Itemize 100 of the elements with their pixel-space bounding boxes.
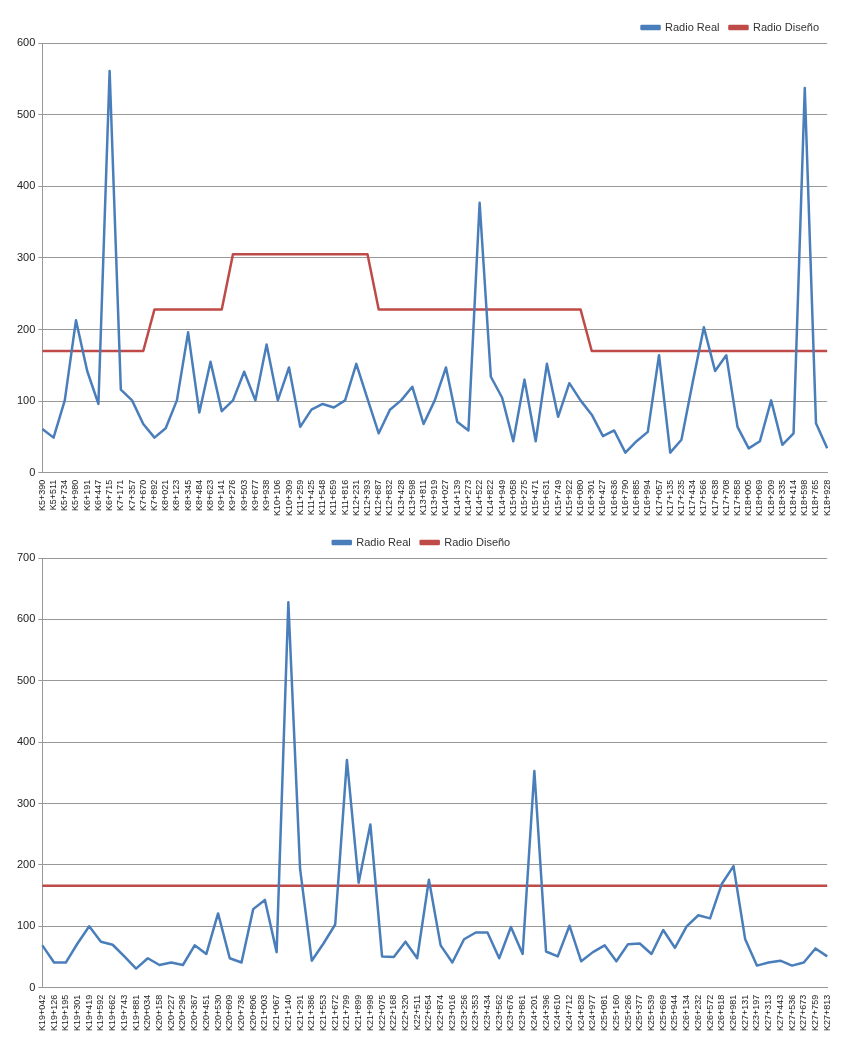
x-tick-label: K13+919 <box>429 479 440 517</box>
x-tick-label: K26+572 <box>704 994 715 1032</box>
x-tick-label: K22+075 <box>376 994 387 1032</box>
x-tick-label: K22+654 <box>423 994 434 1032</box>
x-tick-label: K20+367 <box>189 994 200 1032</box>
y-tick-label: 500 <box>16 107 36 120</box>
x-tick-label: K19+592 <box>95 994 106 1032</box>
x-tick-label: K25+081 <box>599 994 610 1032</box>
x-tick-label: K16+994 <box>642 479 653 517</box>
x-tick-label: K25+944 <box>669 994 680 1032</box>
x-tick-label: K24+610 <box>552 994 563 1032</box>
x-tick-label: K21+553 <box>317 994 328 1032</box>
x-tick-label: K17+858 <box>731 479 742 517</box>
x-tick-label: K25+160 <box>610 994 621 1032</box>
x-tick-label: K10+309 <box>283 479 294 517</box>
x-tick-label: K21+799 <box>341 994 352 1032</box>
x-tick-label: K22+320 <box>399 994 410 1032</box>
y-tick-label: 300 <box>16 250 36 263</box>
x-tick-label: K13+811 <box>418 479 429 516</box>
x-tick-label: K21+067 <box>271 994 282 1032</box>
x-tick-label: K17+057 <box>653 479 664 517</box>
x-tick-label: K23+676 <box>505 994 516 1032</box>
x-tick-label: K20+451 <box>200 994 211 1032</box>
x-tick-label: K22+168 <box>388 994 399 1032</box>
x-tick-label: K24+712 <box>563 994 574 1032</box>
x-tick-label: K16+790 <box>619 479 630 517</box>
x-tick-label: K20+609 <box>224 994 235 1032</box>
x-tick-label: K18+598 <box>799 479 810 517</box>
x-tick-label: K17+235 <box>675 479 686 517</box>
x-tick-label: K23+197 <box>751 994 762 1032</box>
x-tick-label: K23+016 <box>446 994 457 1032</box>
x-tick-label: K15+275 <box>518 479 529 517</box>
x-tick-label: K8+345 <box>182 479 193 511</box>
x-tick-label: K19+195 <box>60 994 71 1032</box>
y-tick-label: 0 <box>29 980 36 993</box>
x-tick-label: K27+759 <box>809 994 820 1032</box>
x-tick-label: K24+828 <box>575 994 586 1032</box>
x-tick-label: K18+928 <box>821 479 832 517</box>
x-tick-label: K15+749 <box>552 479 563 517</box>
x-tick-label: K19+301 <box>71 994 82 1032</box>
x-tick-label: K23+434 <box>481 994 492 1032</box>
x-tick-label: K6+447 <box>92 479 103 511</box>
y-tick-label: 400 <box>16 179 36 192</box>
x-tick-label: K18+209 <box>765 479 776 517</box>
legend-label: Radio Diseño <box>752 20 820 33</box>
x-tick-label: K17+638 <box>709 479 720 517</box>
x-tick-label: K27+813 <box>821 994 832 1032</box>
x-tick-label: K18+335 <box>776 479 787 517</box>
x-tick-label: K22+511 <box>411 994 422 1031</box>
x-tick-label: K16+301 <box>586 479 597 517</box>
y-tick-label: 100 <box>16 394 36 407</box>
x-tick-label: K6+715 <box>104 479 115 511</box>
x-tick-label: K27+131 <box>739 994 750 1032</box>
x-tick-label: K19+419 <box>83 994 94 1032</box>
x-tick-label: K17+708 <box>720 479 731 517</box>
x-tick-label: K20+736 <box>235 994 246 1032</box>
x-tick-label: K19+743 <box>118 994 129 1032</box>
x-tick-label: K26+232 <box>692 994 703 1032</box>
x-tick-label: K11+816 <box>339 479 350 516</box>
x-tick-label: K15+471 <box>530 479 541 517</box>
x-tick-label: K6+191 <box>81 479 92 511</box>
x-tick-label: K16+427 <box>597 479 608 517</box>
x-tick-label: K26+134 <box>681 994 692 1032</box>
x-tick-label: K27+536 <box>786 994 797 1032</box>
x-tick-label: K18+069 <box>754 479 765 517</box>
x-tick-label: K13+428 <box>395 479 406 517</box>
x-tick-label: K11+548 <box>317 479 328 516</box>
x-tick-label: K20+296 <box>177 994 188 1032</box>
x-tick-label: K19+881 <box>130 994 141 1032</box>
x-tick-label: K11+659 <box>328 479 339 516</box>
x-tick-label: K12+687 <box>373 479 384 517</box>
x-tick-label: K21+672 <box>329 994 340 1032</box>
x-tick-label: K19+126 <box>48 994 59 1032</box>
legend-label: Radio Real <box>665 20 720 33</box>
x-tick-label: K21+140 <box>282 994 293 1032</box>
x-tick-label: K13+598 <box>406 479 417 517</box>
x-tick-label: K14+949 <box>496 479 507 517</box>
x-tick-label: K16+636 <box>608 479 619 517</box>
x-tick-label: K7+892 <box>148 479 159 511</box>
x-tick-label: K5+511 <box>48 479 59 511</box>
x-tick-label: K9+677 <box>249 479 260 511</box>
x-tick-label: K9+141 <box>216 479 227 511</box>
x-tick-label: K24+977 <box>587 994 598 1032</box>
x-tick-label: K5+734 <box>59 479 70 511</box>
x-tick-label: K19+662 <box>107 994 118 1032</box>
x-tick-label: K14+273 <box>462 479 473 517</box>
x-tick-label: K22+874 <box>435 994 446 1032</box>
x-tick-label: K21+899 <box>353 994 364 1032</box>
legend-label: Radio Diseño <box>444 535 511 548</box>
x-tick-label: K20+530 <box>212 994 223 1032</box>
x-tick-label: K15+058 <box>507 479 518 517</box>
legend-label: Radio Real <box>356 535 411 548</box>
x-tick-label: K25+266 <box>622 994 633 1032</box>
x-tick-label: K12+832 <box>384 479 395 517</box>
y-tick-label: 400 <box>16 735 36 748</box>
x-tick-label: K25+377 <box>634 994 645 1032</box>
x-tick-label: K8+021 <box>160 479 171 511</box>
x-tick-label: K26+818 <box>716 994 727 1032</box>
x-tick-label: K16+885 <box>631 479 642 517</box>
y-tick-label: 100 <box>16 919 36 932</box>
